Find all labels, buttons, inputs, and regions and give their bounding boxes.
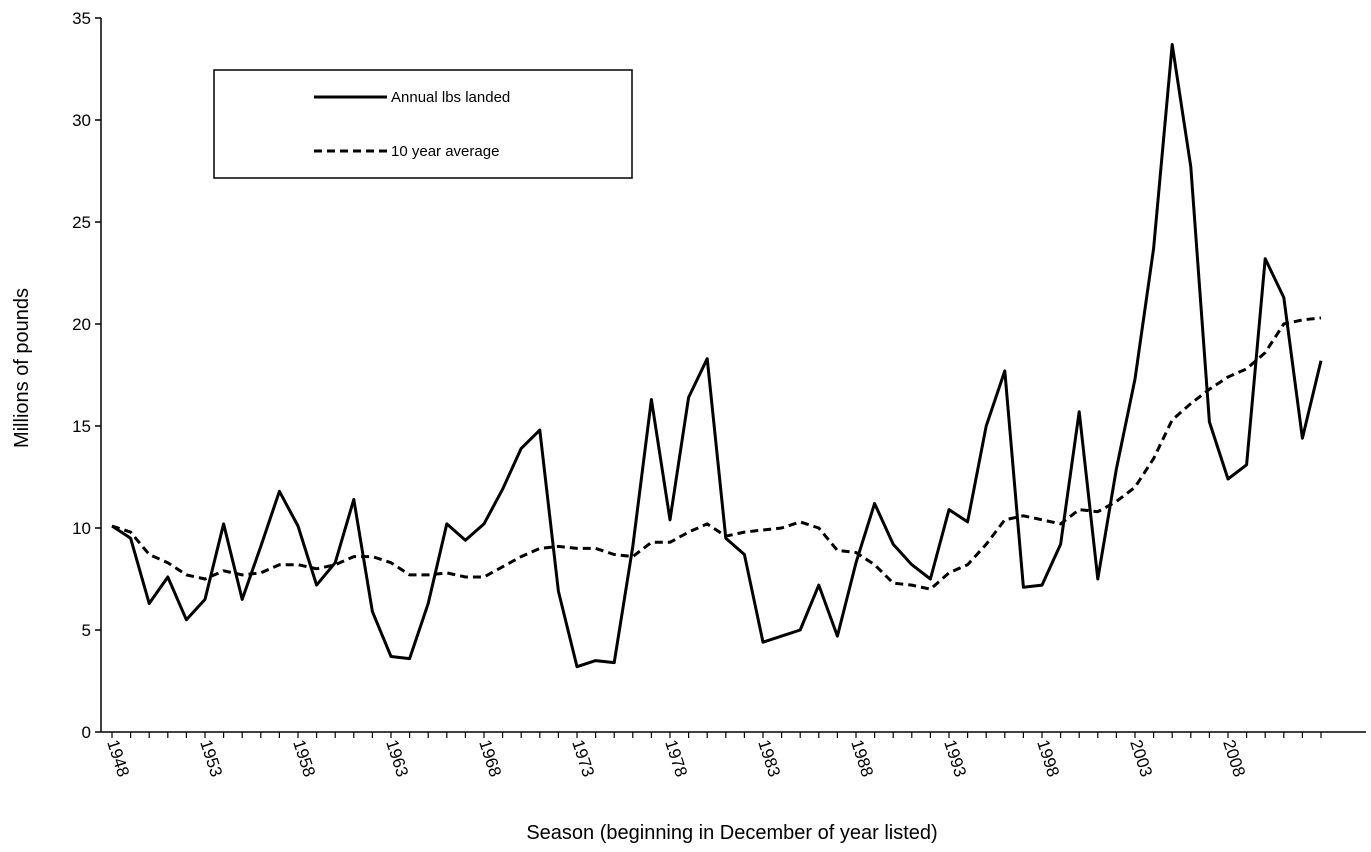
legend-box xyxy=(213,69,633,179)
x-tick-label: 1978 xyxy=(661,737,691,779)
x-tick-label: 1973 xyxy=(568,737,598,779)
series-line-annual-lbs-landed xyxy=(111,43,1323,669)
x-tick-label: 2008 xyxy=(1219,737,1249,779)
x-tick-label: 1998 xyxy=(1033,737,1063,779)
x-tick-label: 1948 xyxy=(103,737,133,779)
y-tick-label: 0 xyxy=(82,723,91,742)
y-tick-label: 35 xyxy=(72,9,91,28)
y-tick-label: 25 xyxy=(72,213,91,232)
x-tick-label: 1968 xyxy=(475,737,505,779)
series-line-ten-year-average xyxy=(111,316,1322,591)
y-axis-title: Millions of pounds xyxy=(11,288,33,448)
x-tick-label: 1958 xyxy=(289,737,319,779)
x-tick-label: 2003 xyxy=(1126,737,1156,779)
y-tick-label: 5 xyxy=(82,621,91,640)
legend-label-average: 10 year average xyxy=(391,143,499,160)
y-tick-label: 20 xyxy=(72,315,91,334)
x-tick-label: 1988 xyxy=(847,737,877,779)
x-tick-label: 1963 xyxy=(382,737,412,779)
legend-label-annual: Annual lbs landed xyxy=(391,89,510,106)
x-tick-label: 1993 xyxy=(940,737,970,779)
x-tick-label: 1953 xyxy=(196,737,226,779)
y-axis: 0 5 10 15 20 25 30 35 xyxy=(72,9,102,742)
x-axis: 1948 1953 1958 1963 1968 1973 1978 1983 1988 1993… xyxy=(101,731,1366,779)
y-tick-label: 10 xyxy=(72,519,91,538)
y-tick-label: 15 xyxy=(72,417,91,436)
legend: Annual lbs landed 10 year average xyxy=(213,69,633,179)
x-axis-title: Season (beginning in December of year li… xyxy=(526,822,937,844)
x-tick-label: 1983 xyxy=(754,737,784,779)
y-tick-label: 30 xyxy=(72,111,91,130)
series-layer xyxy=(111,43,1323,669)
